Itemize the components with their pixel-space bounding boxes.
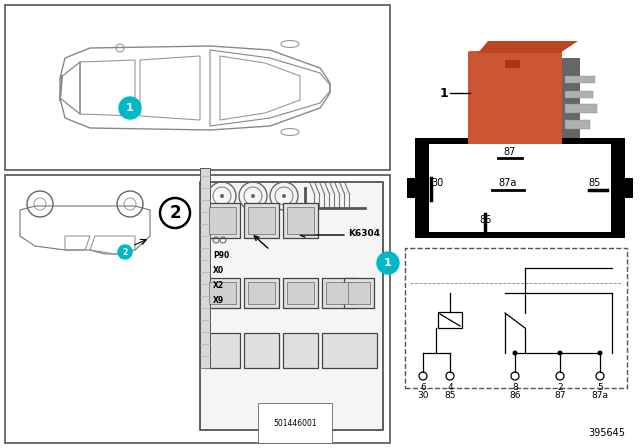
Bar <box>429 144 611 232</box>
Text: 85: 85 <box>444 391 456 400</box>
Text: 8: 8 <box>512 383 518 392</box>
Text: 1: 1 <box>126 103 134 113</box>
Bar <box>205 278 240 308</box>
Text: 1: 1 <box>384 258 392 268</box>
Bar <box>248 207 275 234</box>
Text: X9: X9 <box>213 296 224 305</box>
Bar <box>565 104 597 113</box>
Bar <box>344 278 374 308</box>
Text: 6: 6 <box>420 383 426 392</box>
Text: 2: 2 <box>122 247 127 257</box>
Bar <box>205 203 240 238</box>
Text: P90: P90 <box>213 250 229 259</box>
Circle shape <box>220 194 224 198</box>
Bar <box>244 203 279 238</box>
Bar <box>407 178 417 198</box>
Text: 87: 87 <box>554 391 566 400</box>
Text: 87: 87 <box>504 147 516 157</box>
Bar <box>565 91 593 98</box>
Circle shape <box>118 245 132 259</box>
Bar <box>326 282 353 304</box>
Polygon shape <box>478 41 578 53</box>
Text: 395645: 395645 <box>588 428 625 438</box>
Text: 501446001: 501446001 <box>273 418 317 427</box>
Text: 5: 5 <box>597 383 603 392</box>
Circle shape <box>598 350 602 356</box>
Bar <box>200 168 210 368</box>
Bar <box>5 5 390 170</box>
FancyBboxPatch shape <box>468 51 562 145</box>
Bar <box>565 76 595 83</box>
Bar <box>248 282 275 304</box>
Bar <box>244 333 279 368</box>
Bar <box>287 207 314 234</box>
Text: 86: 86 <box>479 215 491 225</box>
Text: 2: 2 <box>557 383 563 392</box>
Bar <box>322 278 357 308</box>
Bar <box>348 282 370 304</box>
Text: 85: 85 <box>589 178 601 188</box>
Text: 87a: 87a <box>499 178 517 188</box>
Bar <box>555 58 580 143</box>
Text: 86: 86 <box>509 391 521 400</box>
Circle shape <box>251 194 255 198</box>
Text: 4: 4 <box>447 383 453 392</box>
Bar <box>283 333 318 368</box>
Text: X0: X0 <box>213 266 224 275</box>
Bar <box>200 182 383 430</box>
Text: 30: 30 <box>431 178 443 188</box>
Circle shape <box>282 194 286 198</box>
Bar <box>209 282 236 304</box>
Text: 30: 30 <box>417 391 429 400</box>
Bar <box>205 333 240 368</box>
Bar <box>415 138 625 238</box>
Bar <box>287 282 314 304</box>
Bar <box>438 312 462 328</box>
Text: 1: 1 <box>439 86 448 99</box>
Text: 2: 2 <box>169 204 181 222</box>
Bar <box>505 60 520 68</box>
Circle shape <box>513 350 518 356</box>
Bar <box>209 207 236 234</box>
Bar <box>283 203 318 238</box>
Bar <box>623 178 633 198</box>
Circle shape <box>119 97 141 119</box>
Circle shape <box>377 252 399 274</box>
Text: X2: X2 <box>213 280 224 289</box>
Bar <box>244 278 279 308</box>
Bar <box>283 278 318 308</box>
Bar <box>322 333 377 368</box>
Bar <box>5 175 390 443</box>
Bar <box>405 248 627 388</box>
Circle shape <box>557 350 563 356</box>
Text: 87a: 87a <box>591 391 609 400</box>
Text: K6304: K6304 <box>348 228 380 237</box>
Bar <box>565 120 590 129</box>
